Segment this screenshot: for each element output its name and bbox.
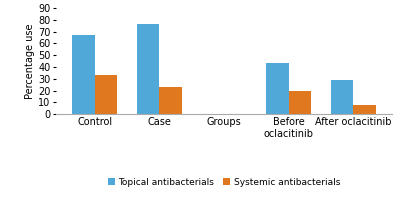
- Bar: [331, 80, 353, 114]
- Bar: [159, 87, 182, 114]
- Bar: [137, 24, 159, 114]
- Y-axis label: Percentage use: Percentage use: [25, 23, 35, 99]
- Bar: [266, 63, 289, 114]
- Bar: [353, 105, 376, 114]
- Bar: [95, 75, 117, 114]
- Bar: [72, 35, 95, 114]
- Legend: Topical antibacterials, Systemic antibacterials: Topical antibacterials, Systemic antibac…: [104, 174, 344, 190]
- Bar: [289, 91, 311, 114]
